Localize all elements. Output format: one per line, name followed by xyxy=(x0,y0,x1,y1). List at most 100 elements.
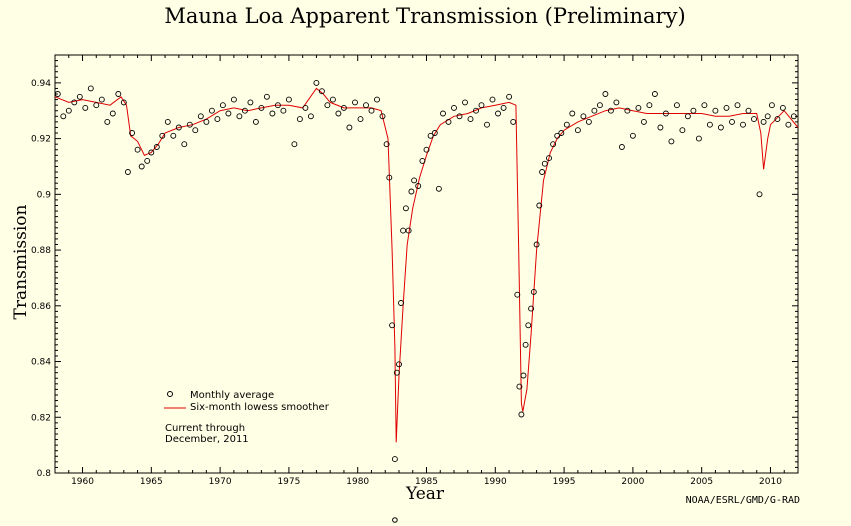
data-point xyxy=(712,107,719,114)
legend: Monthly average Six-month lowess smoothe… xyxy=(164,390,330,413)
data-point xyxy=(296,116,303,123)
data-point xyxy=(533,241,540,248)
data-point xyxy=(774,116,781,123)
x-tick-label: 1965 xyxy=(140,477,163,487)
data-point xyxy=(170,132,177,139)
data-point xyxy=(280,107,287,114)
data-point xyxy=(518,411,525,418)
x-tick-label: 1975 xyxy=(277,477,300,487)
data-point xyxy=(717,124,724,131)
data-point xyxy=(357,116,364,123)
x-tick-label: 1985 xyxy=(415,477,438,487)
data-point xyxy=(208,107,215,114)
data-point xyxy=(98,96,105,103)
data-point xyxy=(148,149,155,156)
data-point xyxy=(379,113,386,120)
y-tick-label: 0.88 xyxy=(31,246,51,256)
data-point xyxy=(467,116,474,123)
data-point xyxy=(756,191,763,198)
data-point xyxy=(768,102,775,109)
data-point xyxy=(346,124,353,131)
data-point xyxy=(352,99,358,106)
data-point xyxy=(613,99,620,106)
data-point xyxy=(192,127,199,134)
data-point xyxy=(646,102,653,109)
data-point xyxy=(134,146,141,153)
data-point xyxy=(258,104,265,111)
data-point xyxy=(93,102,100,109)
data-point xyxy=(607,107,614,114)
smoother-line xyxy=(54,87,799,443)
data-point xyxy=(241,107,248,114)
data-point xyxy=(87,85,94,92)
x-axis-title: Year xyxy=(405,484,445,504)
data-point xyxy=(740,121,746,128)
data-point xyxy=(423,146,430,153)
data-point xyxy=(236,113,243,120)
data-point xyxy=(383,141,390,148)
data-point xyxy=(591,107,598,114)
data-point xyxy=(550,141,557,148)
data-point xyxy=(54,91,61,97)
data-point xyxy=(516,383,523,390)
data-point xyxy=(679,127,686,134)
data-point xyxy=(785,121,792,128)
data-point xyxy=(734,102,741,109)
data-point xyxy=(219,102,226,109)
data-point xyxy=(129,130,136,136)
x-tick-label: 1990 xyxy=(484,477,507,487)
credit-text: NOAA/ESRL/GMD/G-RAD xyxy=(686,495,800,506)
y-tick-label: 0.9 xyxy=(37,190,52,200)
y-tick-label: 0.92 xyxy=(31,135,51,145)
data-point xyxy=(602,91,609,97)
y-tick-label: 0.86 xyxy=(31,302,51,312)
y-axis: 0.8 0.82 0.84 0.86 0.88 0.9 0.92 0.94 xyxy=(31,54,798,479)
data-point xyxy=(138,163,145,170)
data-point xyxy=(478,102,485,109)
data-point xyxy=(391,456,398,463)
data-point xyxy=(252,118,259,125)
data-point xyxy=(684,113,691,120)
plot-frame xyxy=(54,54,799,474)
data-point xyxy=(329,96,336,103)
data-point xyxy=(445,118,452,125)
data-point xyxy=(419,157,426,164)
data-point xyxy=(374,96,380,103)
data-point xyxy=(779,104,786,111)
data-point xyxy=(144,157,151,164)
data-point xyxy=(76,93,83,100)
legend-label-smoother: Six-month lowess smoother xyxy=(190,402,330,413)
data-point xyxy=(596,102,603,109)
data-point xyxy=(285,96,292,103)
monthly-points xyxy=(54,79,797,463)
data-point xyxy=(495,110,501,117)
data-point xyxy=(104,118,111,125)
data-point xyxy=(657,124,664,131)
data-point xyxy=(618,144,625,150)
y-tick-label: 0.94 xyxy=(31,79,51,89)
data-point xyxy=(473,107,479,114)
offscale-data-point xyxy=(392,517,398,523)
data-point xyxy=(536,202,543,209)
data-point xyxy=(363,102,369,109)
data-point xyxy=(558,130,565,136)
data-point xyxy=(525,322,532,329)
x-tick-label: 1970 xyxy=(209,477,232,487)
data-point xyxy=(462,99,468,106)
data-point xyxy=(324,102,331,109)
annotation-line-2: December, 2011 xyxy=(165,434,249,445)
data-point xyxy=(65,107,72,114)
data-point xyxy=(291,141,298,148)
data-point xyxy=(514,291,521,298)
data-point xyxy=(386,174,393,181)
data-point xyxy=(340,104,347,111)
data-point xyxy=(522,341,529,348)
x-tick-label: 1980 xyxy=(346,477,369,487)
data-point xyxy=(269,110,276,117)
data-point xyxy=(400,227,407,234)
data-point xyxy=(124,169,131,175)
data-point xyxy=(451,104,457,111)
data-point xyxy=(546,155,552,162)
data-point xyxy=(263,93,270,100)
data-point xyxy=(115,91,122,97)
